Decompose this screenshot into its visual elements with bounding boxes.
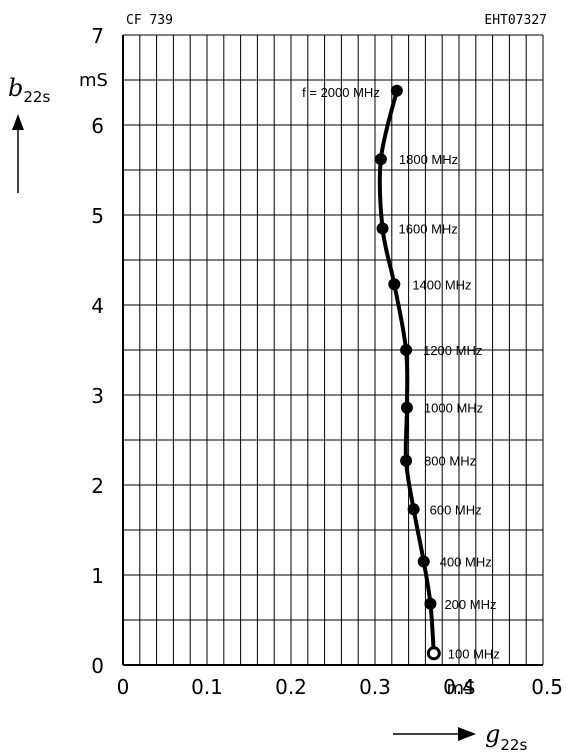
data-label: 1400 MHz — [412, 277, 471, 292]
data-label: 1800 MHz — [399, 152, 458, 167]
data-point — [388, 278, 401, 291]
x-tick-label: 0.3 — [359, 675, 391, 699]
data-label: 100 MHz — [448, 646, 500, 661]
data-point — [424, 597, 437, 610]
y-tick-label: 6 — [91, 114, 104, 138]
code-right: EHT07327 — [484, 13, 547, 28]
y-axis-label: b22s — [8, 74, 50, 106]
data-label: 600 MHz — [430, 502, 482, 517]
y-axis-arrow-icon — [12, 114, 24, 193]
data-point — [426, 646, 441, 661]
data-point — [400, 344, 413, 356]
data-label: 200 MHz — [444, 597, 496, 612]
y-axis-symbol: b — [8, 74, 23, 102]
data-point — [400, 401, 413, 414]
plot-frame — [122, 35, 543, 666]
y-tick-label: 0 — [91, 654, 104, 678]
data-label: 1600 MHz — [399, 222, 458, 237]
x-axis-symbol: g — [485, 720, 500, 748]
y-axis-subscript: 22s — [23, 88, 50, 106]
grid — [122, 34, 544, 666]
y-axis-unit: mS — [79, 70, 108, 91]
x-tick-label: 0.4 — [443, 675, 475, 699]
data-point — [407, 503, 420, 516]
x-axis-unit: mS — [447, 678, 476, 699]
series — [374, 84, 441, 661]
data-label: 1200 MHz — [423, 343, 482, 358]
x-axis-arrow-icon — [393, 727, 476, 741]
data-point — [400, 454, 413, 467]
data-label: f = 2000 MHz — [302, 85, 380, 100]
y-tick-label: 7 — [91, 24, 104, 48]
data-point — [376, 222, 389, 235]
y-tick-label: 5 — [91, 204, 104, 228]
code-left: CF 739 — [126, 13, 173, 28]
x-tick-label: 0.2 — [275, 675, 307, 699]
point-labels: 100 MHz 200 MHz 400 MHz 600 MHz 800 MHz 1000 … — [302, 85, 500, 661]
data-label: 800 MHz — [424, 454, 476, 469]
tick-labels: 0 0.1 0.2 0.3 0.4 0.5 0 1 2 3 4 5 6 7 — [91, 24, 563, 699]
x-tick-label: 0.1 — [191, 675, 223, 699]
data-point — [374, 153, 387, 166]
data-point — [417, 555, 430, 568]
y-tick-label: 3 — [91, 384, 104, 408]
x-axis-label: g22s — [485, 720, 527, 754]
x-tick-label: 0.5 — [531, 675, 563, 699]
x-tick-label: 0 — [117, 675, 130, 699]
y-tick-label: 2 — [91, 474, 104, 498]
data-label: 400 MHz — [440, 555, 492, 570]
x-axis-subscript: 22s — [500, 736, 527, 754]
data-point — [390, 84, 403, 97]
y-tick-label: 1 — [91, 564, 104, 588]
data-label: 1000 MHz — [424, 401, 483, 416]
y-tick-label: 4 — [91, 294, 104, 318]
